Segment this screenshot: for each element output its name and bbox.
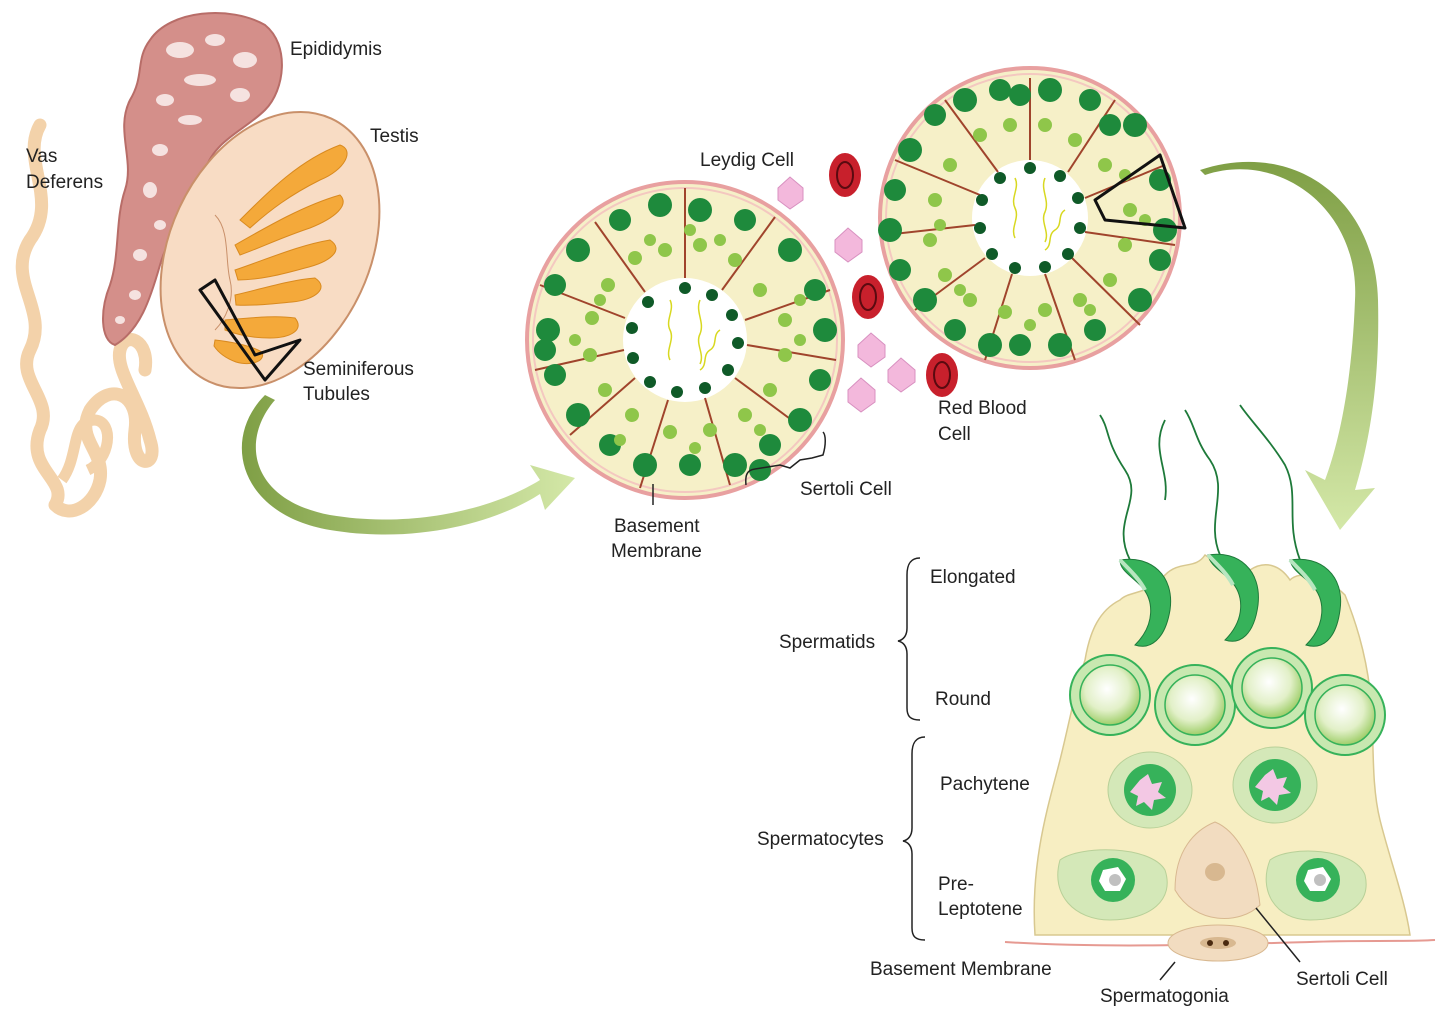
label-round: Round: [935, 689, 991, 710]
labels: Epididymis Testis Vas Deferens Seminifer…: [26, 39, 1388, 1007]
label-basement-membrane-bottom: Basement Membrane: [870, 959, 1052, 980]
leydig-cells: [777, 176, 916, 413]
epididymis: [102, 12, 283, 347]
label-basement-membrane-top-line2: Membrane: [611, 541, 702, 562]
label-pre-leptotene-line2: Leptotene: [938, 899, 1023, 920]
label-leydig-cell: Leydig Cell: [700, 150, 794, 171]
label-pre-leptotene-line1: Pre-: [938, 874, 974, 895]
seminiferous-tubule-cross-section-1: [525, 180, 845, 500]
red-blood-cells: [829, 153, 958, 397]
vas-deferens: [15, 118, 159, 518]
label-red-blood-cell-line1: Red Blood: [938, 398, 1027, 419]
label-testis: Testis: [370, 126, 419, 147]
testis: [159, 110, 381, 390]
label-spermatogonia: Spermatogonia: [1100, 986, 1229, 1007]
curved-arrow-right: [1200, 161, 1379, 530]
curved-arrow-left: [241, 395, 576, 535]
label-sertoli-cell-top: Sertoli Cell: [800, 479, 892, 500]
label-spermatocytes: Spermatocytes: [757, 829, 884, 850]
label-seminiferous-line1: Seminiferous: [303, 359, 414, 380]
label-epididymis: Epididymis: [290, 39, 382, 60]
label-vas-deferens-line2: Deferens: [26, 172, 103, 193]
seminiferous-tubule-cross-section-2: [878, 66, 1187, 370]
label-seminiferous-line2: Tubules: [303, 384, 370, 405]
label-vas-deferens-line1: Vas: [26, 146, 57, 167]
label-spermatids: Spermatids: [779, 632, 875, 653]
label-sertoli-cell-bottom: Sertoli Cell: [1296, 969, 1388, 990]
label-pachytene: Pachytene: [940, 774, 1030, 795]
label-elongated: Elongated: [930, 567, 1016, 588]
label-basement-membrane-top-line1: Basement: [614, 516, 700, 537]
label-red-blood-cell-line2: Cell: [938, 424, 971, 445]
sertoli-cell-detail: [1004, 404, 1436, 962]
brackets: [652, 431, 1301, 981]
